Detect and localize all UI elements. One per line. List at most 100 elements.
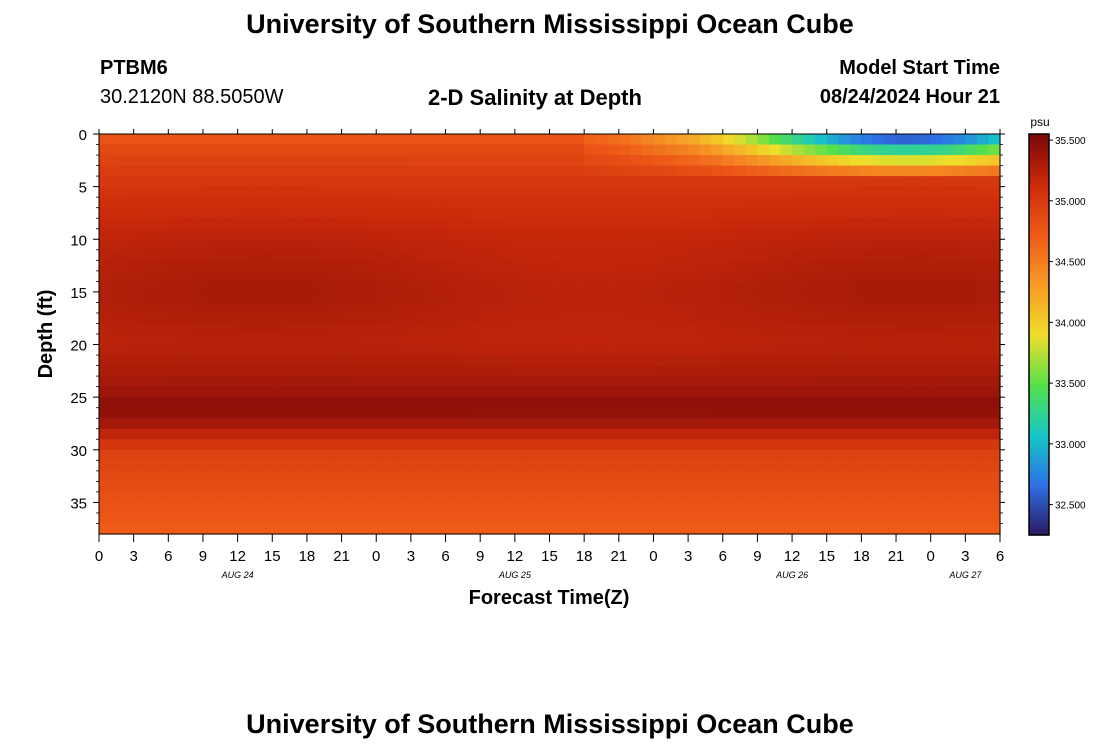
heatmap-cell: [896, 260, 909, 272]
heatmap-cell: [202, 302, 216, 314]
heatmap-cell: [341, 134, 354, 146]
heatmap-cell: [942, 134, 955, 146]
heatmap-cell: [422, 365, 435, 377]
heatmap-cell: [896, 470, 909, 482]
colorbar-segment: [1029, 501, 1049, 506]
heatmap-cell: [226, 344, 239, 356]
heatmap-cell: [283, 155, 296, 167]
heatmap-cell: [503, 376, 516, 388]
heatmap-cell: [688, 197, 701, 209]
heatmap-cell: [711, 502, 724, 514]
heatmap-cell: [953, 218, 966, 230]
x-tick-label: 12: [229, 548, 246, 565]
heatmap-cell: [457, 134, 470, 146]
heatmap-cell: [688, 470, 701, 482]
heatmap-cell: [965, 218, 978, 230]
heatmap-cell: [237, 302, 250, 314]
heatmap-cell: [145, 449, 158, 461]
heatmap-cell: [676, 481, 689, 493]
heatmap-cell: [942, 291, 955, 304]
heatmap-cell: [526, 470, 539, 482]
heatmap-cell: [745, 281, 759, 293]
heatmap-cell: [919, 502, 932, 514]
heatmap-cell: [630, 270, 643, 282]
heatmap-cell: [688, 397, 701, 409]
heatmap-cell: [260, 239, 273, 251]
heatmap-cell: [353, 397, 366, 409]
heatmap-cell: [110, 344, 123, 356]
heatmap-cell: [330, 512, 343, 525]
heatmap-cell: [561, 502, 574, 514]
heatmap-cell: [341, 228, 354, 240]
colorbar-segment: [1029, 240, 1049, 245]
heatmap-cell: [653, 281, 666, 293]
heatmap-cell: [907, 323, 920, 335]
heatmap-cell: [757, 376, 770, 388]
colorbar-segment: [1029, 481, 1049, 486]
heatmap-cell: [653, 239, 666, 251]
heatmap-cell: [849, 523, 862, 535]
heatmap-cell: [156, 418, 169, 430]
heatmap-cell: [618, 228, 631, 240]
heatmap-cell: [110, 460, 123, 472]
heatmap-cell: [214, 302, 227, 314]
heatmap-cell: [168, 523, 181, 535]
heatmap-cell: [376, 270, 389, 282]
heatmap-cell: [838, 144, 851, 156]
heatmap-cell: [341, 470, 354, 482]
heatmap-cell: [734, 386, 747, 398]
heatmap-cell: [260, 281, 273, 293]
heatmap-cell: [191, 186, 204, 198]
heatmap-cell: [249, 197, 262, 209]
heatmap-cell: [826, 386, 839, 398]
heatmap-cell: [607, 165, 620, 177]
heatmap-cell: [353, 291, 366, 304]
heatmap-cell: [272, 439, 285, 451]
heatmap-cell: [133, 176, 146, 188]
colorbar-segment: [1029, 374, 1049, 379]
heatmap-cell: [988, 260, 1001, 272]
x-tick-label: 6: [719, 548, 727, 565]
heatmap-cell: [688, 260, 701, 272]
heatmap-cell: [699, 281, 712, 293]
heatmap-cell: [260, 323, 273, 335]
heatmap-cell: [110, 470, 123, 482]
heatmap-cell: [722, 186, 735, 198]
heatmap-cell: [306, 239, 320, 251]
heatmap-cell: [168, 407, 181, 419]
heatmap-cell: [526, 312, 539, 325]
heatmap-cell: [826, 197, 839, 209]
station-coordinates: 30.2120N 88.5050W: [100, 86, 284, 108]
heatmap-cell: [595, 228, 608, 240]
heatmap-cell: [549, 144, 562, 156]
heatmap-cell: [734, 449, 747, 461]
heatmap-cell: [745, 418, 759, 430]
heatmap-cell: [792, 344, 805, 356]
heatmap-cell: [884, 228, 897, 240]
heatmap-cell: [688, 481, 701, 493]
heatmap-cell: [364, 155, 377, 167]
heatmap-cell: [803, 470, 816, 482]
heatmap-cell: [249, 344, 262, 356]
heatmap-cell: [872, 512, 886, 525]
heatmap-cell: [503, 397, 516, 409]
heatmap-cell: [722, 228, 735, 240]
x-axis-label: Forecast Time(Z): [469, 587, 630, 609]
heatmap-cell: [272, 312, 285, 325]
heatmap-cell: [526, 197, 539, 209]
heatmap-cell: [110, 260, 123, 272]
heatmap-cell: [318, 239, 331, 251]
heatmap-cell: [572, 291, 585, 304]
heatmap-cell: [433, 355, 447, 367]
heatmap-cell: [237, 218, 250, 230]
heatmap-cell: [526, 207, 539, 219]
x-tick-label: 15: [264, 548, 281, 565]
heatmap-cell: [110, 449, 123, 461]
heatmap-cell: [468, 281, 481, 293]
colorbar-segment: [1029, 367, 1049, 372]
heatmap-cell: [907, 376, 920, 388]
heatmap-cell: [953, 502, 966, 514]
heatmap-cell: [653, 344, 666, 356]
heatmap-cell: [387, 260, 400, 272]
heatmap-cell: [561, 334, 574, 346]
